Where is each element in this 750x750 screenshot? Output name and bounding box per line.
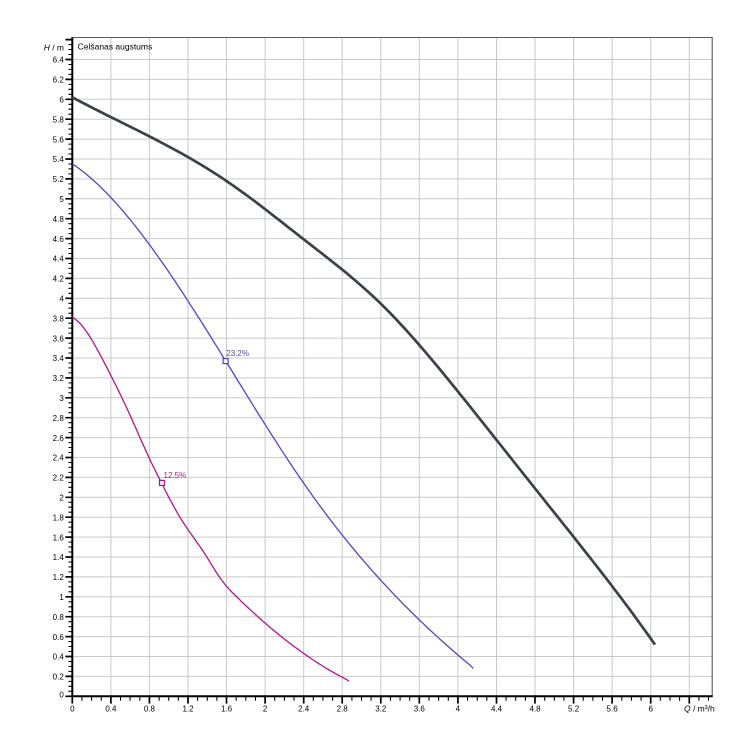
svg-text:2.2: 2.2 xyxy=(53,474,65,483)
svg-text:0.8: 0.8 xyxy=(53,613,65,622)
svg-text:4: 4 xyxy=(456,704,461,713)
svg-text:4.4: 4.4 xyxy=(491,704,503,713)
svg-text:4.4: 4.4 xyxy=(53,255,65,264)
svg-text:Q / m³/h: Q / m³/h xyxy=(684,703,715,713)
svg-text:1.6: 1.6 xyxy=(53,533,65,542)
svg-text:6.2: 6.2 xyxy=(53,76,65,85)
svg-text:2.4: 2.4 xyxy=(53,454,65,463)
svg-text:5.2: 5.2 xyxy=(568,704,580,713)
svg-text:1: 1 xyxy=(59,593,64,602)
svg-text:3.8: 3.8 xyxy=(53,314,65,323)
svg-text:2.4: 2.4 xyxy=(298,704,310,713)
svg-text:3.6: 3.6 xyxy=(414,704,426,713)
svg-text:0.4: 0.4 xyxy=(105,704,117,713)
svg-text:0.8: 0.8 xyxy=(144,704,156,713)
svg-text:0.4: 0.4 xyxy=(53,653,65,662)
svg-text:1.2: 1.2 xyxy=(182,704,194,713)
svg-text:4.2: 4.2 xyxy=(53,275,65,284)
svg-text:0: 0 xyxy=(70,704,75,713)
svg-text:4.8: 4.8 xyxy=(529,704,541,713)
svg-text:6: 6 xyxy=(59,96,64,105)
svg-text:1.2: 1.2 xyxy=(53,573,65,582)
svg-text:5.6: 5.6 xyxy=(607,704,619,713)
svg-text:5.2: 5.2 xyxy=(53,175,65,184)
svg-text:5.4: 5.4 xyxy=(53,155,65,164)
svg-text:H / m: H / m xyxy=(44,42,64,52)
svg-text:4.8: 4.8 xyxy=(53,215,65,224)
svg-text:1.6: 1.6 xyxy=(221,704,233,713)
svg-text:1.8: 1.8 xyxy=(53,513,65,522)
svg-text:0.6: 0.6 xyxy=(53,633,65,642)
svg-text:23.2%: 23.2% xyxy=(226,349,249,358)
svg-text:3.4: 3.4 xyxy=(53,354,65,363)
svg-text:2.8: 2.8 xyxy=(337,704,349,713)
svg-text:5.8: 5.8 xyxy=(53,115,65,124)
svg-text:0: 0 xyxy=(59,691,64,700)
svg-text:2.6: 2.6 xyxy=(53,434,65,443)
svg-text:3: 3 xyxy=(59,394,64,403)
svg-text:6: 6 xyxy=(648,704,653,713)
svg-text:0.2: 0.2 xyxy=(53,673,65,682)
svg-text:Celšanas augstums: Celšanas augstums xyxy=(78,41,153,51)
svg-text:1.4: 1.4 xyxy=(53,553,65,562)
svg-text:6.4: 6.4 xyxy=(53,56,65,65)
svg-text:12.5%: 12.5% xyxy=(164,471,187,480)
svg-text:5: 5 xyxy=(59,195,64,204)
svg-text:2: 2 xyxy=(59,494,64,503)
svg-text:3.6: 3.6 xyxy=(53,334,65,343)
svg-text:3.2: 3.2 xyxy=(375,704,387,713)
svg-text:4.6: 4.6 xyxy=(53,235,65,244)
svg-text:3.2: 3.2 xyxy=(53,374,65,383)
svg-text:2.8: 2.8 xyxy=(53,414,65,423)
svg-text:4: 4 xyxy=(59,295,64,304)
svg-text:2: 2 xyxy=(263,704,268,713)
svg-text:5.6: 5.6 xyxy=(53,135,65,144)
